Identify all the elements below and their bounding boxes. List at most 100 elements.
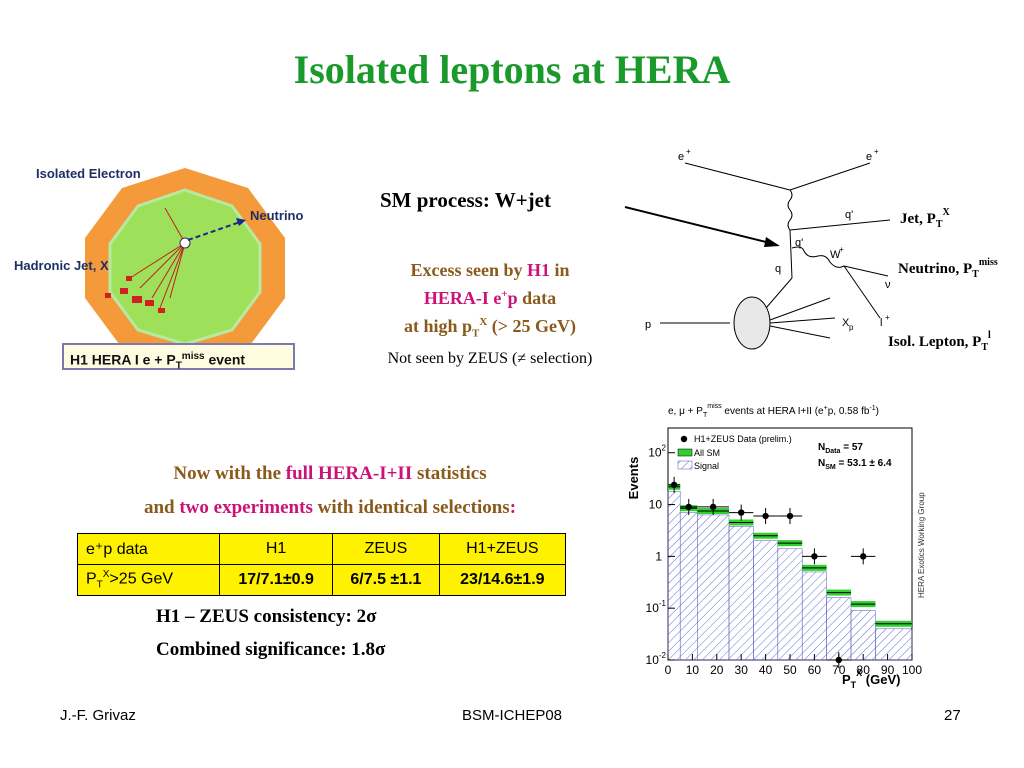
x-tick-label: 50 [783, 663, 797, 677]
data-point [738, 509, 745, 516]
jet-tracks [129, 207, 186, 309]
svg-text:Jet, PTX: Jet, PTX [900, 207, 951, 230]
y-axis-label: Events [626, 457, 641, 500]
results-table: e⁺p data H1 ZEUS H1+ZEUS PTX>25 GeV 17/7… [76, 533, 567, 596]
svg-text:q': q' [845, 209, 853, 221]
table-header: H1+ZEUS [438, 533, 567, 565]
x-tick-label: 80 [857, 663, 871, 677]
slide-title: Isolated leptons at HERA [293, 47, 731, 92]
y-tick-label: 10-1 [646, 599, 667, 615]
svg-text:q: q [775, 263, 781, 275]
event-caption: H1 HERA I e + PTmiss event [62, 343, 295, 371]
svg-text:+: + [839, 245, 844, 254]
svg-text:X: X [842, 317, 850, 329]
now-with-line-1: Now with the full HERA-I+II statistics [173, 463, 487, 484]
signal-bar [850, 610, 876, 661]
legend-data-marker [680, 435, 688, 443]
table-cell: 17/7.1±0.9 [219, 564, 334, 596]
legend-allsm-label: All SM [694, 448, 720, 458]
data-point [786, 512, 794, 520]
svg-text:e: e [678, 151, 684, 163]
signal-bar [667, 491, 681, 661]
page-number: 27 [944, 707, 961, 724]
side-label: HERA Exotics Working Group [917, 492, 926, 598]
excess-line-1: Excess seen by H1 in [410, 260, 570, 280]
table-header-row: e⁺p data H1 ZEUS H1+ZEUS [76, 533, 567, 565]
footer-conference: BSM-ICHEP08 [461, 707, 563, 724]
vertex [179, 237, 191, 249]
x-tick-label: 0 [665, 663, 672, 677]
signal-bar [875, 628, 913, 661]
data-point [860, 553, 867, 560]
significance-text: Combined significance: 1.8σ [156, 639, 386, 660]
signal-bar [826, 597, 852, 661]
signal-bar [728, 526, 754, 661]
table-header: H1 [219, 533, 334, 565]
x-tick-label: 70 [832, 663, 846, 677]
svg-text:+: + [686, 148, 691, 156]
table-header: ZEUS [332, 533, 440, 565]
chart-title: e, μ + PTmiss events at HERA I+II (e+p, … [668, 403, 879, 419]
svg-text:q': q' [795, 237, 803, 249]
table-row-label: PTX>25 GeV [76, 564, 221, 596]
signal-bar [753, 540, 779, 661]
x-tick-label: 60 [808, 663, 822, 677]
isolated-electron-label: Isolated Electron [36, 166, 141, 181]
jet-deposits [105, 276, 165, 313]
signal-bar [801, 571, 827, 661]
table-cell: 6/7.5 ±1.1 [332, 564, 440, 596]
signal-bar [777, 548, 803, 661]
now-with-line-2: and two experiments with identical selec… [143, 497, 517, 518]
legend-allsm-swatch [677, 448, 693, 457]
svg-text:W: W [830, 249, 841, 261]
x-tick-label: 10 [686, 663, 700, 677]
legend-signal-swatch [677, 460, 693, 470]
svg-text:p: p [645, 319, 651, 331]
svg-text:Isol. Lepton, PTl: Isol. Lepton, PTl [888, 330, 991, 353]
hadronic-jet-label: Hadronic Jet, X [14, 258, 109, 273]
sm-process-label: SM process: W+jet [380, 188, 551, 212]
data-point [709, 503, 717, 511]
svg-text:e: e [866, 151, 872, 163]
legend-data-label: H1+ZEUS Data (prelim.) [694, 434, 792, 444]
footer-author: J.-F. Grivaz [60, 707, 136, 724]
neutrino-arrow [187, 221, 241, 241]
table-header: e⁺p data [76, 533, 221, 565]
svg-text:+: + [885, 313, 890, 322]
legend-signal-label: Signal [694, 461, 719, 471]
consistency-text: H1 – ZEUS consistency: 2σ [156, 606, 377, 627]
legend-ndata: NData = 57 [818, 442, 863, 455]
data-point [762, 512, 769, 520]
table-cell: 23/14.6±1.9 [438, 564, 567, 596]
svg-text:+: + [874, 148, 879, 156]
signal-bar [679, 512, 698, 661]
pointer-arrow [624, 206, 780, 247]
inner-calorimeter [108, 188, 262, 346]
pt-distribution-chart: 0 10 20 30 40 50 60 70 80 90 100 10-2 10-1 1 10 102 e, μ… [626, 403, 926, 688]
signal-bar [697, 514, 730, 661]
neutrino-label: Neutrino [250, 208, 304, 223]
x-tick-label: 100 [902, 663, 922, 677]
y-tick-label: 10-2 [646, 651, 667, 667]
excess-line-3: at high pTX (> 25 GeV) [403, 316, 577, 340]
event-display-image [85, 168, 285, 368]
y-tick-label: 10 [649, 498, 663, 512]
svg-text:p: p [849, 323, 854, 332]
table-row: PTX>25 GeV 17/7.1±0.9 6/7.5 ±1.1 23/14.6… [76, 564, 567, 596]
y-tick-label: 1 [655, 549, 662, 563]
data-point [685, 503, 692, 511]
legend-nsm: NSM = 53.1 ± 6.4 [818, 458, 892, 471]
x-tick-label: 20 [710, 663, 724, 677]
svg-text:ν: ν [885, 279, 891, 291]
svg-text:l: l [880, 317, 882, 329]
excess-line-2: HERA-I e+p data [423, 288, 557, 308]
x-axis-label: PTX (GeV) [842, 668, 900, 688]
data-point [811, 553, 818, 560]
x-tick-label: 30 [735, 663, 749, 677]
x-tick-label: 90 [881, 663, 895, 677]
x-tick-label: 40 [759, 663, 773, 677]
not-seen-note: Not seen by ZEUS (≠ selection) [387, 350, 593, 367]
svg-text:Neutrino, PTmiss: Neutrino, PTmiss [898, 257, 998, 280]
y-tick-label: 102 [648, 444, 666, 460]
